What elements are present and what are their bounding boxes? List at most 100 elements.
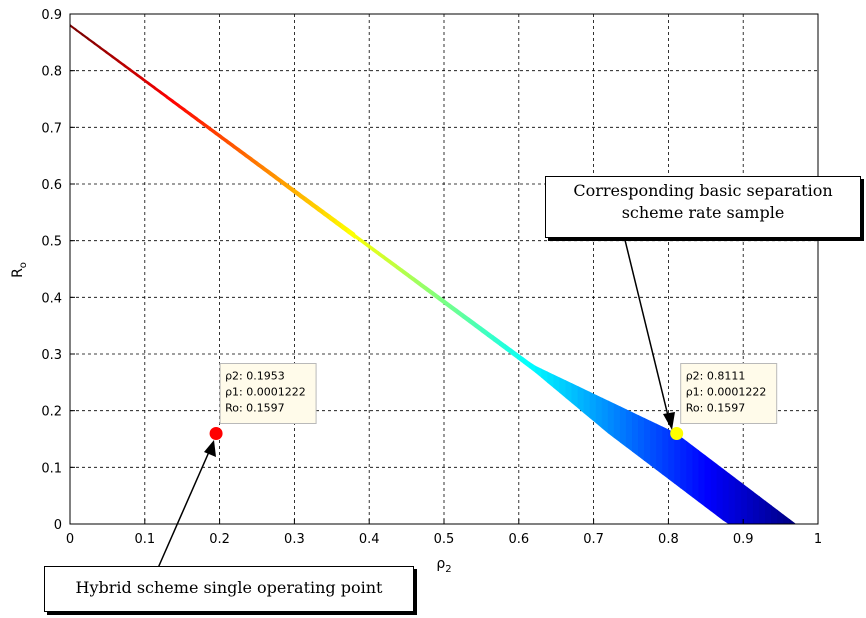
hybrid-callout: Hybrid scheme single operating point bbox=[44, 566, 414, 612]
separation-arrowhead bbox=[663, 412, 675, 430]
x-tick-label: 1 bbox=[814, 532, 822, 547]
region-strip bbox=[384, 255, 391, 265]
region-strip bbox=[402, 268, 409, 279]
region-strip bbox=[432, 290, 440, 301]
datatip-box bbox=[680, 363, 778, 425]
region-strip bbox=[613, 403, 621, 443]
region-strip bbox=[559, 377, 567, 399]
x-tick-label: 0 bbox=[66, 532, 74, 547]
y-tick-label: 0.4 bbox=[41, 291, 62, 306]
region-strip bbox=[789, 518, 797, 525]
hybrid-arrow bbox=[157, 444, 213, 569]
region-strip bbox=[758, 495, 766, 525]
region-strip bbox=[740, 482, 748, 525]
region-strip bbox=[505, 343, 512, 355]
region-strip bbox=[783, 514, 790, 525]
x-tick-label: 0.2 bbox=[209, 532, 230, 547]
region-strip bbox=[722, 468, 730, 525]
region-strip bbox=[553, 374, 561, 394]
region-strip bbox=[486, 330, 494, 342]
region-strip bbox=[541, 368, 548, 384]
region-strip bbox=[511, 348, 518, 360]
datatip-line: Ro: 0.1597 bbox=[686, 402, 746, 415]
region-strip bbox=[462, 312, 470, 324]
region-strip bbox=[680, 436, 688, 494]
x-tick-label: 0.7 bbox=[583, 532, 604, 547]
datatip-line: ρ1: 0.0001222 bbox=[225, 386, 306, 399]
grid bbox=[70, 14, 818, 524]
region-strip bbox=[347, 227, 356, 240]
region-strip bbox=[662, 426, 669, 480]
region-strip bbox=[625, 409, 633, 452]
region-strip bbox=[414, 277, 421, 288]
region-strip bbox=[498, 339, 506, 351]
points bbox=[209, 427, 684, 441]
region-strip bbox=[372, 246, 379, 256]
separation-callout: Corresponding basic separation scheme ra… bbox=[545, 176, 861, 238]
point-separation bbox=[670, 427, 684, 441]
region-strip bbox=[420, 281, 428, 292]
region-strip bbox=[565, 380, 573, 404]
y-ticks: 0 0.1 0.2 0.3 0.4 0.5 0.6 0.7 0.8 0.9 bbox=[41, 8, 75, 533]
region-strip bbox=[765, 500, 772, 525]
x-tick-label: 0.8 bbox=[658, 532, 679, 547]
region-strip bbox=[601, 397, 609, 434]
x-tick-label: 0.1 bbox=[134, 532, 155, 547]
x-tick-label: 0.4 bbox=[359, 532, 380, 547]
region-strip bbox=[426, 286, 434, 297]
separation-callout-line1: Corresponding basic separation bbox=[573, 181, 833, 200]
separation-arrow bbox=[624, 239, 671, 425]
region-strip bbox=[535, 365, 542, 379]
region-strip bbox=[771, 505, 778, 525]
region-strip bbox=[359, 237, 367, 247]
region-strip bbox=[607, 400, 615, 439]
rate-region bbox=[69, 24, 797, 525]
region-strip bbox=[589, 391, 597, 424]
y-axis-label: Ro bbox=[10, 262, 29, 278]
region-strip bbox=[704, 454, 712, 512]
x-tick-label: 0.6 bbox=[508, 532, 529, 547]
x-ticks: 0 0.1 0.2 0.3 0.4 0.5 0.6 0.7 0.8 0.9 1 bbox=[66, 519, 822, 547]
region-strip bbox=[746, 486, 754, 525]
region-strip bbox=[492, 335, 500, 346]
separation-callout-line2: scheme rate sample bbox=[621, 203, 785, 222]
region-strip bbox=[632, 412, 639, 457]
region-strip bbox=[547, 371, 555, 389]
y-tick-label: 0.9 bbox=[41, 8, 62, 23]
y-tick-label: 0.7 bbox=[41, 121, 62, 136]
region-strip bbox=[656, 423, 663, 475]
y-tick-label: 0.6 bbox=[41, 178, 62, 193]
region-strip bbox=[583, 388, 591, 419]
hybrid-callout-text: Hybrid scheme single operating point bbox=[75, 578, 383, 597]
region-strip bbox=[390, 259, 397, 270]
y-tick-label: 0.5 bbox=[41, 235, 62, 250]
y-tick-label: 0 bbox=[54, 518, 62, 533]
region-strip bbox=[529, 361, 536, 374]
region-strip bbox=[728, 473, 736, 525]
y-tick-label: 0.8 bbox=[41, 65, 62, 80]
region-strip bbox=[456, 308, 464, 319]
x-axis-label: ρ2 bbox=[436, 556, 451, 575]
point-hybrid bbox=[209, 427, 223, 441]
region-strip bbox=[674, 432, 681, 489]
datatip-box bbox=[219, 363, 317, 425]
region-strip bbox=[480, 326, 488, 337]
region-strip bbox=[396, 264, 403, 274]
datatip-line: ρ2: 0.8111 bbox=[686, 370, 746, 383]
region-strip bbox=[619, 406, 627, 448]
y-tick-label: 0.3 bbox=[41, 348, 62, 363]
region-strip bbox=[710, 459, 718, 517]
region-strip bbox=[444, 299, 452, 310]
region-strip bbox=[353, 233, 361, 243]
region-strip bbox=[523, 357, 530, 369]
hybrid-arrowhead bbox=[204, 440, 216, 457]
region-strip bbox=[752, 491, 760, 525]
region-strip bbox=[450, 304, 458, 315]
region-strip bbox=[571, 383, 579, 409]
callout-arrows bbox=[157, 239, 675, 569]
region-strip bbox=[577, 385, 585, 414]
region-strip bbox=[595, 394, 603, 429]
x-tick-label: 0.5 bbox=[434, 532, 455, 547]
datatip-line: ρ1: 0.0001222 bbox=[686, 386, 767, 399]
